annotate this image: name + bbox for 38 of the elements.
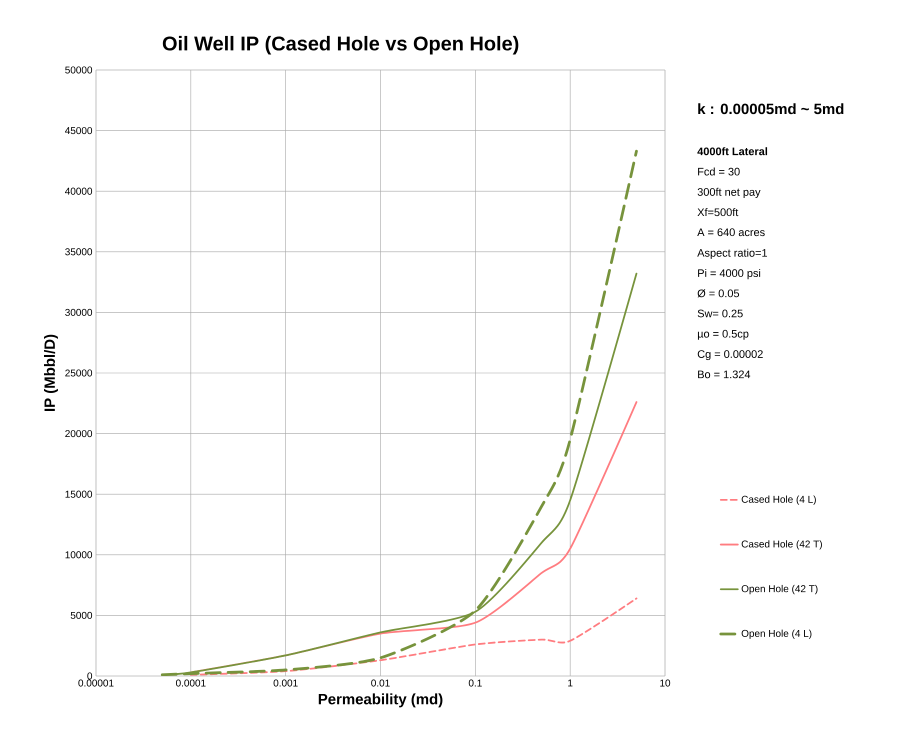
legend-label: Open Hole (42 T) [742,584,818,594]
y-tick-label: 20000 [65,430,92,438]
text: Cg = 0.00002 [698,350,763,360]
legend-label: Cased Hole (4 L) [742,496,816,505]
y-tick-label: 10000 [66,551,92,558]
text: Xf=500ft [697,208,738,216]
chart-title: Oil Well IP (Cased Hole vs Open Hole) [162,36,518,55]
y-tick-label: 40000 [65,188,92,195]
text: Sw= 0.25 [698,310,743,318]
y-axis-title: IP (Mbbl/D) [44,334,58,412]
x-axis-title: Permeability (md) [318,693,442,708]
y-tick-label: 15000 [66,490,92,498]
y-tick-label: 30000 [65,308,92,316]
y-tick-label: 45000 [65,127,92,134]
text: A = 640 acres [697,228,765,236]
y-tick-label: 35000 [65,248,92,256]
x-tick-label: 0.01 [371,680,390,687]
text: k : 0.00005md ~ 5md [698,103,844,114]
legend-label: Cased Hole (42 T) [742,540,822,550]
text: 300ft net pay [698,188,761,198]
text: µo = 0.5cp [698,330,748,340]
text: Fcd = 30 [698,167,740,176]
legend-label: Open Hole (4 L) [742,630,812,639]
y-tick-label: 50000 [65,66,92,74]
text: Pi = 4000 psi [698,268,760,280]
text: Bo = 1.324 [698,370,750,378]
text: Ø = 0.05 [698,289,740,298]
x-tick-label: 1 [568,680,572,686]
x-tick-label: 0.001 [274,680,298,687]
text: Aspect ratio=1 [697,248,768,259]
x-tick-label: 10 [660,680,670,687]
y-tick-label: 0 [87,672,92,680]
x-tick-label: 0.00001 [78,680,114,687]
x-tick-label: 0.1 [468,680,482,687]
y-tick-label: 25000 [65,369,92,377]
text: 4000ft Lateral [697,147,768,156]
x-tick-label: 0.0001 [176,680,206,687]
y-tick-label: 5000 [70,612,92,619]
